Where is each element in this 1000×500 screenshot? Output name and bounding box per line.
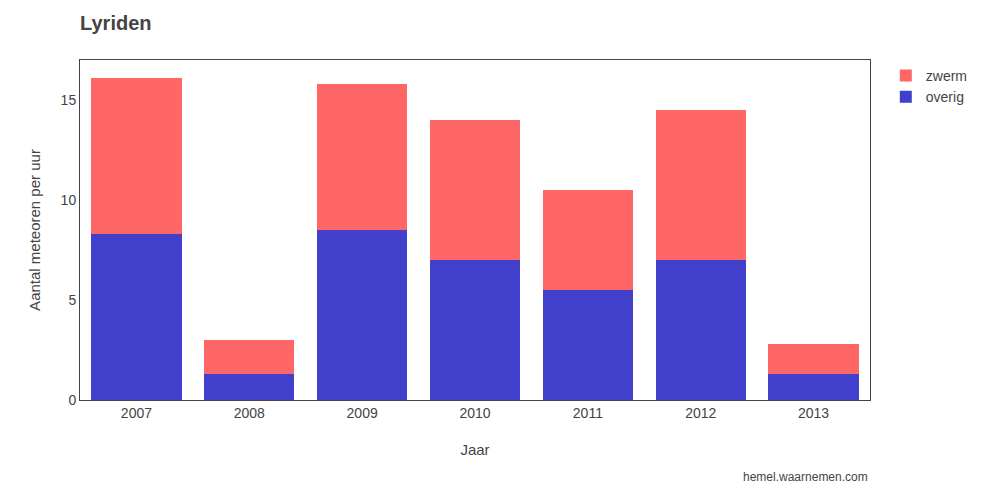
svg-text:Lyriden: Lyriden xyxy=(80,12,152,34)
svg-text:10: 10 xyxy=(61,192,77,208)
svg-text:overig: overig xyxy=(926,89,964,105)
svg-text:15: 15 xyxy=(61,92,77,108)
svg-text:2012: 2012 xyxy=(685,405,716,421)
svg-text:2011: 2011 xyxy=(573,405,603,421)
svg-text:2007: 2007 xyxy=(121,405,152,421)
svg-text:2008: 2008 xyxy=(234,405,265,421)
svg-text:hemel.waarnemen.com: hemel.waarnemen.com xyxy=(743,470,868,484)
svg-text:Jaar: Jaar xyxy=(460,441,489,458)
svg-text:Aantal meteoren per uur: Aantal meteoren per uur xyxy=(26,149,43,311)
svg-text:0: 0 xyxy=(68,392,76,408)
svg-text:2010: 2010 xyxy=(459,405,490,421)
svg-text:2009: 2009 xyxy=(347,405,378,421)
svg-text:2013: 2013 xyxy=(798,405,829,421)
svg-text:zwerm: zwerm xyxy=(926,68,967,84)
svg-text:5: 5 xyxy=(68,292,76,308)
